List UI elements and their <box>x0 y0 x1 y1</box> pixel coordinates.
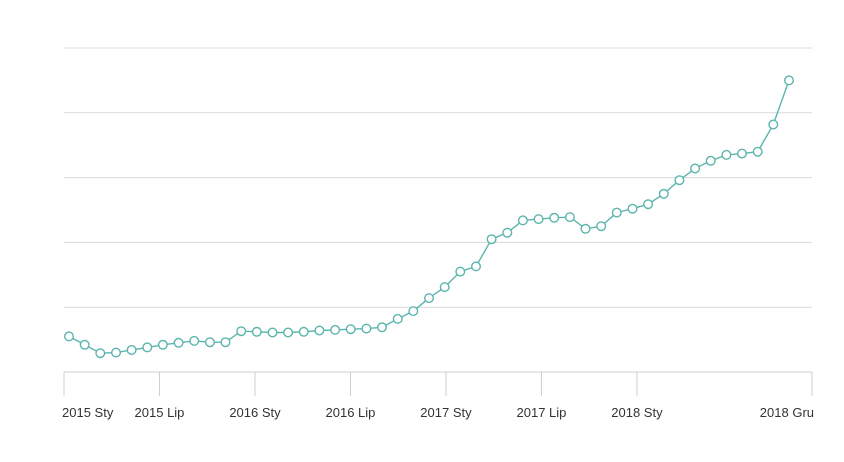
data-point-32 <box>564 212 575 223</box>
data-point-39 <box>674 175 685 186</box>
data-point-42 <box>721 149 732 160</box>
data-point-11 <box>236 326 247 337</box>
x-tick-label-1: 2015 Lip <box>135 405 185 420</box>
data-point-37 <box>643 199 654 210</box>
x-tick-label-0: 2015 Sty <box>62 405 114 420</box>
data-point-7 <box>173 337 184 348</box>
data-point-4 <box>126 345 137 356</box>
x-tick-label-5: 2017 Lip <box>517 405 567 420</box>
grid-lines <box>64 47 812 308</box>
data-point-41 <box>705 155 716 166</box>
data-point-29 <box>517 215 528 226</box>
data-point-3 <box>110 347 121 358</box>
data-point-6 <box>157 339 168 350</box>
data-point-20 <box>377 322 388 333</box>
data-point-15 <box>298 326 309 337</box>
data-point-45 <box>768 119 779 130</box>
data-point-43 <box>737 148 748 159</box>
data-point-21 <box>392 313 403 324</box>
data-point-30 <box>533 214 544 225</box>
data-point-9 <box>204 337 215 348</box>
data-point-19 <box>361 323 372 334</box>
data-point-25 <box>455 266 466 277</box>
data-point-17 <box>330 324 341 335</box>
x-tick-label-7: 2018 Gru <box>760 405 814 420</box>
x-tick-label-6: 2018 Sty <box>611 405 663 420</box>
data-point-33 <box>580 223 591 234</box>
data-points <box>63 75 795 359</box>
x-tick-label-3: 2016 Lip <box>326 405 376 420</box>
data-point-26 <box>471 261 482 272</box>
data-point-22 <box>408 306 419 317</box>
x-tick-label-4: 2017 Sty <box>420 405 472 420</box>
data-point-46 <box>784 75 795 86</box>
data-point-44 <box>752 146 763 157</box>
data-point-8 <box>189 335 200 346</box>
data-point-2 <box>95 348 106 359</box>
data-point-5 <box>142 342 153 353</box>
data-point-34 <box>596 221 607 232</box>
data-point-31 <box>549 212 560 223</box>
x-axis-ticks: 2015 Sty 2015 Lip 2016 Sty 2016 Lip 2017 Sty… <box>62 372 814 420</box>
data-point-12 <box>251 326 262 337</box>
data-point-0 <box>63 331 74 342</box>
data-point-27 <box>486 234 497 245</box>
data-point-13 <box>267 327 278 338</box>
data-point-1 <box>79 339 90 350</box>
data-point-36 <box>627 203 638 214</box>
data-point-16 <box>314 325 325 336</box>
x-tick-label-2: 2016 Sty <box>229 405 281 420</box>
data-point-14 <box>283 327 294 338</box>
data-point-28 <box>502 227 513 238</box>
data-point-10 <box>220 337 231 348</box>
data-point-40 <box>690 163 701 174</box>
data-point-18 <box>345 324 356 335</box>
data-point-38 <box>658 188 669 199</box>
series-line <box>68 80 790 354</box>
data-point-35 <box>611 207 622 218</box>
data-point-24 <box>439 282 450 293</box>
data-point-23 <box>424 293 435 304</box>
